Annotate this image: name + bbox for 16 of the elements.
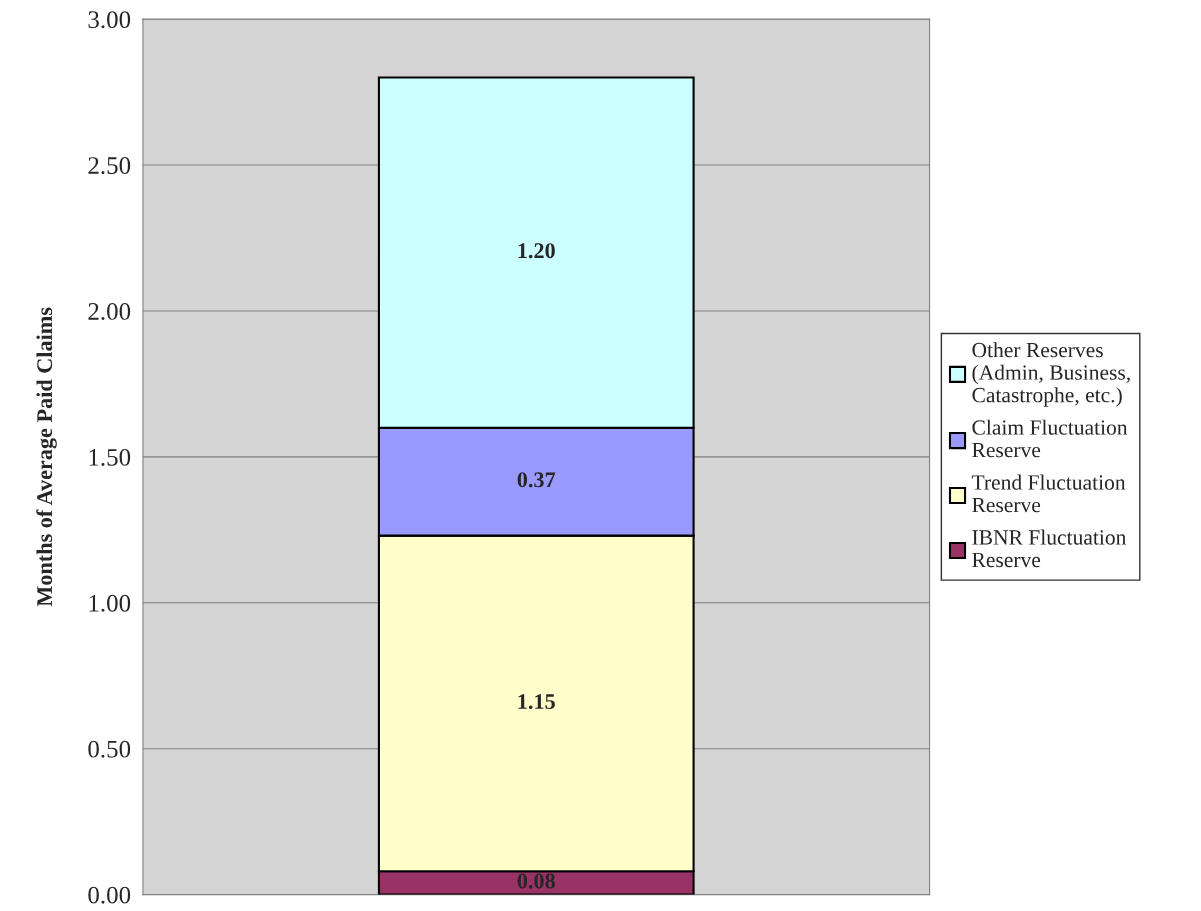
y-tick-label: 1.50 — [89, 448, 131, 466]
data-label: 1.15 — [518, 694, 555, 710]
y-tick-label: 1.00 — [89, 594, 131, 612]
legend-label: Other Reserves (Admin, Business, Catastrophe, etc.) — [972, 342, 1130, 407]
y-tick-label: 0.50 — [88, 740, 131, 758]
y-tick-label: 2.00 — [88, 303, 131, 320]
data-label: 1.20 — [518, 243, 555, 259]
data-label: 0.37 — [517, 472, 556, 488]
legend-label: Trend Fluctuation Reserve — [971, 474, 1126, 513]
legend-label: Claim Fluctuation Reserve — [972, 419, 1128, 458]
y-axis-title: Months of Average Paid Claims — [36, 307, 57, 607]
y-tick-label: 3.00 — [88, 11, 131, 29]
data-label: 0.08 — [517, 873, 555, 889]
y-tick-label: 0.00 — [88, 886, 131, 904]
y-tick-label: 2.50 — [88, 157, 131, 175]
legend-label: IBNR Fluctuation Reserve — [972, 529, 1127, 568]
